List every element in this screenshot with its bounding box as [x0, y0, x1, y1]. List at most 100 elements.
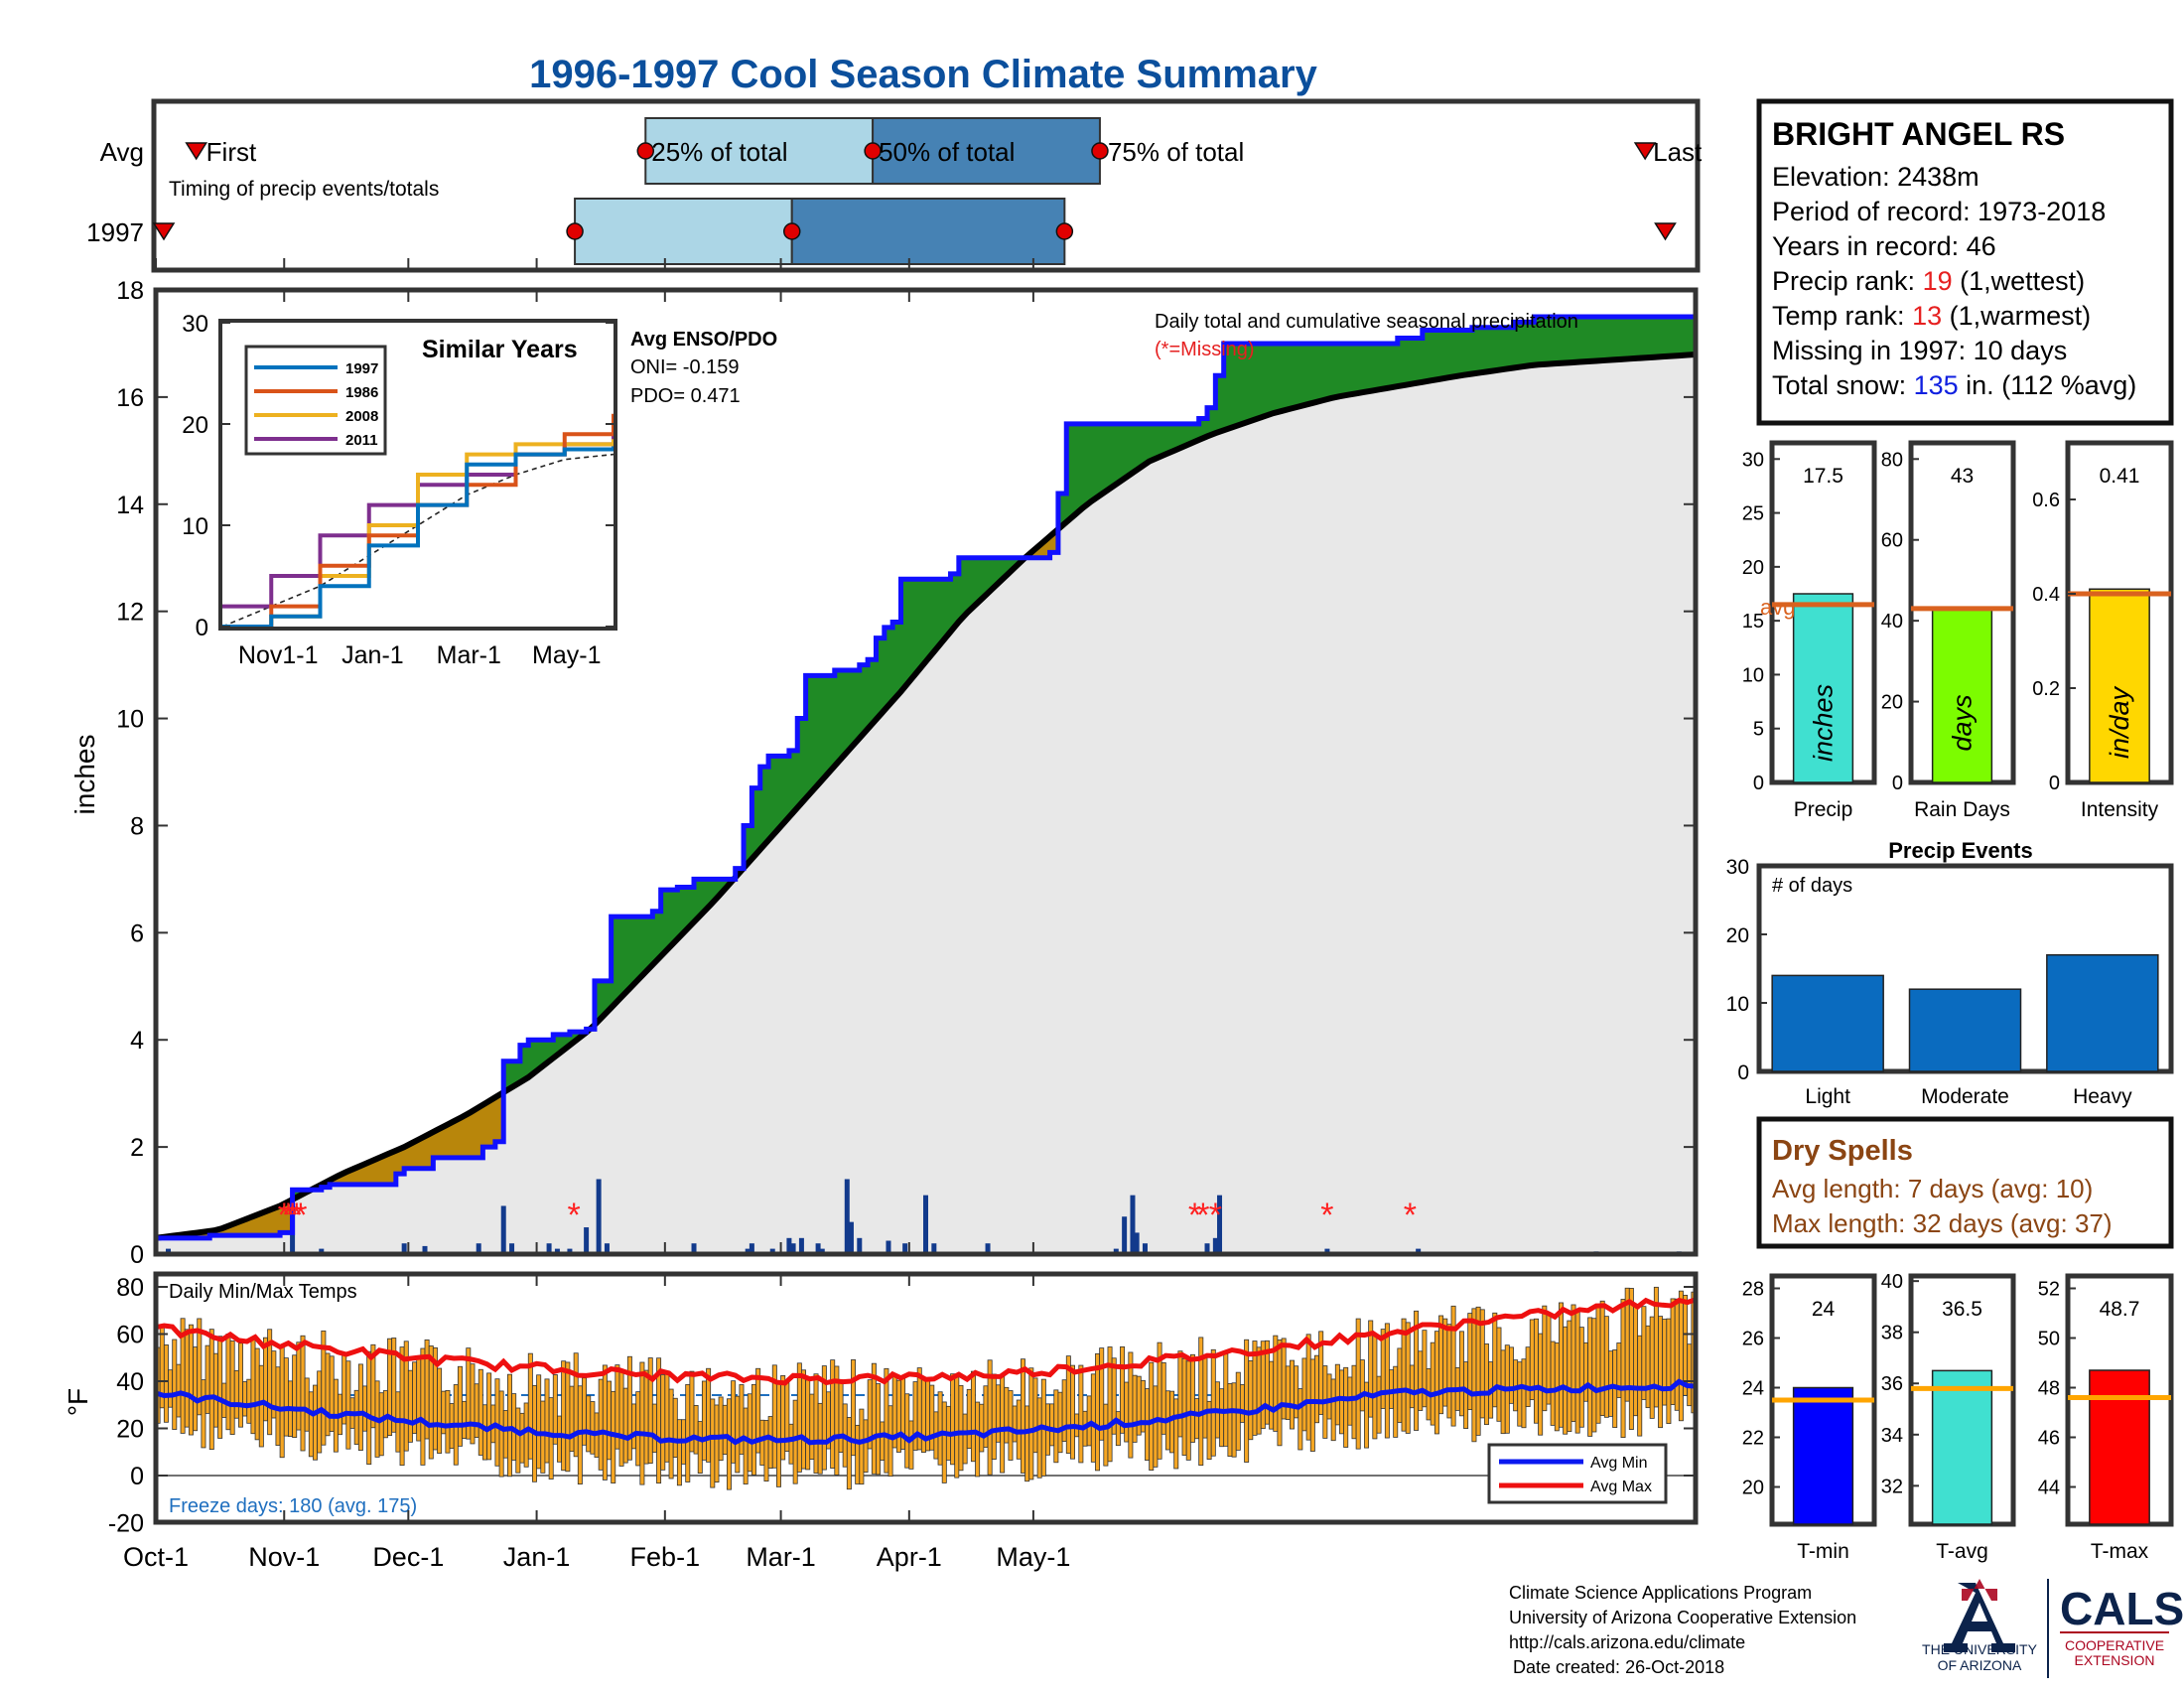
station-temp-rank: Temp rank: 13 (1,warmest) [1772, 301, 2091, 331]
temp-bar [1608, 1350, 1614, 1417]
temp-y-ticks: -20 0 20 40 60 80 [108, 1274, 1696, 1538]
temp-bar [1095, 1352, 1101, 1472]
missing-note: (*=Missing) [1155, 339, 1255, 360]
tmin-tick-label: 22 [1742, 1428, 1764, 1450]
station-name: BRIGHT ANGEL RS [1772, 116, 2065, 152]
temp-bar [590, 1401, 596, 1455]
temp-bar [212, 1352, 218, 1428]
footer: Climate Science Applications Program Uni… [1509, 1583, 1856, 1677]
month-tick-label: Apr-1 [877, 1542, 942, 1572]
tmin-value-label: 24 [1812, 1298, 1836, 1321]
temp-bar [540, 1400, 546, 1474]
temp-bar [1409, 1364, 1415, 1409]
tmax-tick-label: 50 [2038, 1329, 2060, 1350]
temp-bar [486, 1372, 492, 1461]
rain-days-tick-label: 0 [1892, 773, 1903, 794]
temp-bar [950, 1373, 956, 1466]
tmax-x-label: T-max [2091, 1540, 2149, 1563]
temp-summary-bars: 24 20 22 24 26 28 T-min 36.5 32 34 36 38 40 T-avg 48.7… [1742, 1271, 2174, 1563]
temp-bar [792, 1399, 798, 1484]
temp-bar [1177, 1350, 1183, 1438]
daily-precip-bar [902, 1243, 908, 1254]
temp-bar [755, 1367, 761, 1454]
timing-marker [566, 222, 584, 240]
intensity-tick-label: 0.6 [2032, 490, 2060, 511]
temp-bar [830, 1359, 836, 1469]
temp-bar [813, 1373, 819, 1474]
temp-bar [954, 1373, 960, 1479]
missing-marker: * [294, 1197, 307, 1234]
temp-bar [1603, 1316, 1609, 1418]
temp-bar [643, 1369, 649, 1465]
tmax-tick-label: 44 [2038, 1478, 2060, 1499]
temp-bar [407, 1369, 413, 1443]
temp-bar [1599, 1300, 1605, 1416]
main-y-label: inches [69, 735, 100, 815]
temp-bar [1595, 1306, 1601, 1424]
temp-bar [565, 1361, 571, 1473]
precip-events-bars: 0 10 20 30 Light Moderate Heavy [1726, 856, 2159, 1108]
precip-unit-label: inches [1809, 684, 1839, 762]
temp-title: Daily Min/Max Temps [169, 1281, 357, 1303]
temp-bar [300, 1335, 306, 1452]
temp-bar [1458, 1331, 1464, 1417]
temp-bar [1658, 1316, 1664, 1429]
temp-bar [1355, 1318, 1361, 1450]
rain-days-x-label: Rain Days [1914, 798, 2010, 821]
temp-bar [254, 1347, 260, 1441]
temp-bar [345, 1360, 351, 1450]
temp-bar [1000, 1375, 1006, 1474]
timing-box-low [644, 117, 875, 185]
tmax-value-label: 48.7 [2100, 1298, 2140, 1321]
temp-bar [635, 1391, 641, 1467]
temp-bar [1294, 1365, 1299, 1419]
timing-panel: Avg 1997 Timing of precip events/totals … [86, 98, 1703, 273]
temp-bar [1153, 1385, 1159, 1468]
dry-spells-max: Max length: 32 days (avg: 37) [1772, 1208, 2113, 1238]
temp-bar [739, 1384, 745, 1455]
missing-marker: * [1404, 1197, 1417, 1234]
events-tick-label: 10 [1726, 993, 1749, 1016]
temp-bar [399, 1346, 405, 1467]
main-y-tick-label: 4 [130, 1027, 144, 1055]
dry-spells-avg: Avg length: 7 days (avg: 10) [1772, 1174, 2093, 1203]
temp-bar [437, 1367, 443, 1454]
timing-50-label: 50% of total [879, 137, 1015, 167]
temp-bar [710, 1398, 716, 1488]
events-tick-label: 30 [1726, 856, 1749, 879]
station-info-box: BRIGHT ANGEL RS Elevation: 2438m Period … [1756, 98, 2174, 426]
temp-bar [805, 1379, 811, 1471]
precip-tick-label: 25 [1742, 503, 1764, 525]
temp-bar [523, 1402, 529, 1468]
rain-days-tick-label: 60 [1881, 530, 1903, 552]
temp-bar [1330, 1378, 1336, 1442]
timing-end-marker [152, 222, 176, 241]
temp-bar [279, 1345, 285, 1459]
temp-bar [664, 1371, 670, 1463]
timing-end-marker [185, 142, 208, 161]
temp-bar [1020, 1358, 1025, 1474]
temp-bar [557, 1415, 562, 1463]
temp-bar [966, 1388, 972, 1450]
missing-marker: * [1188, 1197, 1201, 1234]
precip-value-label: 17.5 [1803, 465, 1843, 488]
timing-box-high [790, 198, 1066, 265]
rain-days-unit-label: days [1948, 694, 1978, 751]
temp-bar [618, 1370, 624, 1467]
daily-precip-bar [596, 1179, 602, 1254]
temp-bar [1120, 1345, 1126, 1434]
temp-bar [622, 1387, 628, 1464]
temp-bar [1103, 1403, 1109, 1467]
temp-bar [474, 1383, 479, 1438]
temp-bar [838, 1379, 844, 1453]
tavg-tick-label: 38 [1881, 1323, 1903, 1344]
daily-precip-bar [500, 1205, 506, 1254]
temp-bar [1004, 1386, 1010, 1444]
precip-tick-label: 15 [1742, 611, 1764, 633]
month-tick-label: May-1 [996, 1542, 1070, 1572]
missing-marker: * [290, 1197, 303, 1234]
temp-bar [1181, 1357, 1187, 1456]
daily-precip-bar [749, 1243, 754, 1254]
footer-line2: University of Arizona Cooperative Extens… [1509, 1608, 1856, 1627]
main-y-tick-label: 12 [116, 599, 144, 627]
